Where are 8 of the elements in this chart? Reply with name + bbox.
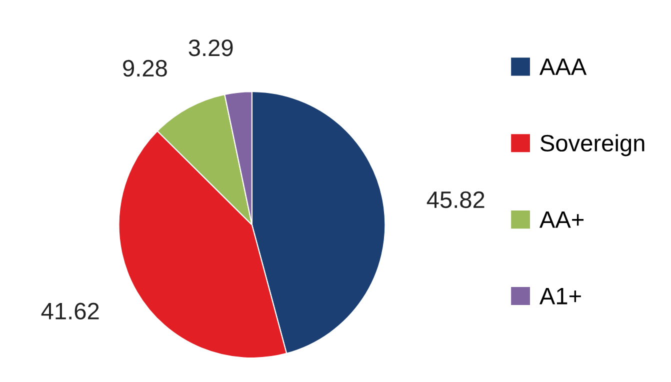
legend-label: A1+: [539, 288, 581, 304]
data-label: 9.28: [123, 60, 167, 77]
legend-label: AA+: [539, 212, 584, 228]
data-label: 45.82: [426, 191, 484, 208]
legend-label: Sovereign: [540, 134, 644, 156]
data-label: 41.62: [41, 302, 99, 320]
data-label: 3.29: [188, 39, 233, 56]
legend-label: AAA: [539, 58, 587, 75]
